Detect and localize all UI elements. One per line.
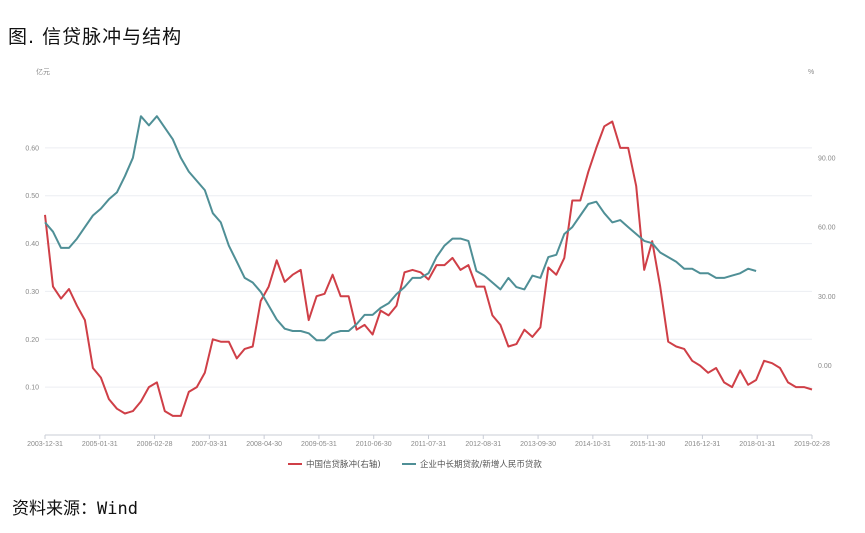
- series-line-2: [44, 115, 757, 342]
- left-tick-label: 0.50: [25, 193, 39, 200]
- x-tick-label: 2003-12-31: [27, 441, 63, 448]
- x-tick-label: 2018-01-31: [739, 441, 775, 448]
- x-tick-label: 2005-01-31: [82, 441, 118, 448]
- x-tick-label: 2010-06-30: [356, 441, 392, 448]
- x-tick-label: 2013-09-30: [520, 441, 556, 448]
- x-tick-label: 2007-03-31: [191, 441, 227, 448]
- left-tick-label: 0.10: [25, 385, 39, 392]
- legend-label-2: 企业中长期贷款/新增人民币贷款: [420, 459, 542, 470]
- x-tick-label: 2014-10-31: [575, 441, 611, 448]
- right-tick-label: 30.00: [818, 294, 836, 301]
- right-axis-unit: %: [808, 69, 814, 76]
- left-axis-unit: 亿元: [36, 67, 50, 76]
- right-axis-ticks: 0.00 30.00 60.00 90.00: [818, 155, 836, 370]
- right-tick-label: 60.00: [818, 225, 836, 232]
- legend: 中国信贷脉冲(右轴) 企业中长期贷款/新增人民币贷款: [288, 459, 542, 470]
- x-tick-label: 2006-02-28: [137, 441, 173, 448]
- x-tick-label: 2009-05-31: [301, 441, 337, 448]
- x-tick-label: 2015-11-30: [630, 441, 665, 448]
- series-group: [44, 115, 813, 417]
- x-tick-label: 2011-07-31: [411, 441, 446, 448]
- x-tick-label: 2008-04-30: [246, 441, 282, 448]
- left-tick-label: 0.60: [25, 145, 39, 152]
- legend-label-1: 中国信贷脉冲(右轴): [306, 459, 381, 470]
- x-axis-ticks: 2003-12-31 2005-01-31 2006-02-28 2007-03-31…: [27, 435, 830, 448]
- right-tick-label: 0.00: [818, 363, 832, 370]
- figure-title: 图. 信贷脉冲与结构: [8, 26, 183, 48]
- series-line-1: [44, 120, 813, 417]
- source-prefix: 资料来源：: [12, 499, 97, 519]
- left-tick-label: 0.40: [25, 241, 39, 248]
- source-note: 资料来源：Wind: [12, 494, 138, 519]
- right-tick-label: 90.00: [818, 155, 836, 162]
- x-tick-label: 2019-02-28: [794, 441, 830, 448]
- x-tick-label: 2016-12-31: [685, 441, 721, 448]
- grid-lines: [45, 147, 812, 388]
- left-axis-ticks: 0.10 0.20 0.30 0.40 0.50 0.60: [25, 145, 39, 391]
- source-name: Wind: [97, 499, 138, 519]
- left-tick-label: 0.20: [25, 337, 39, 344]
- x-tick-label: 2012-08-31: [465, 441, 501, 448]
- left-tick-label: 0.30: [25, 289, 39, 296]
